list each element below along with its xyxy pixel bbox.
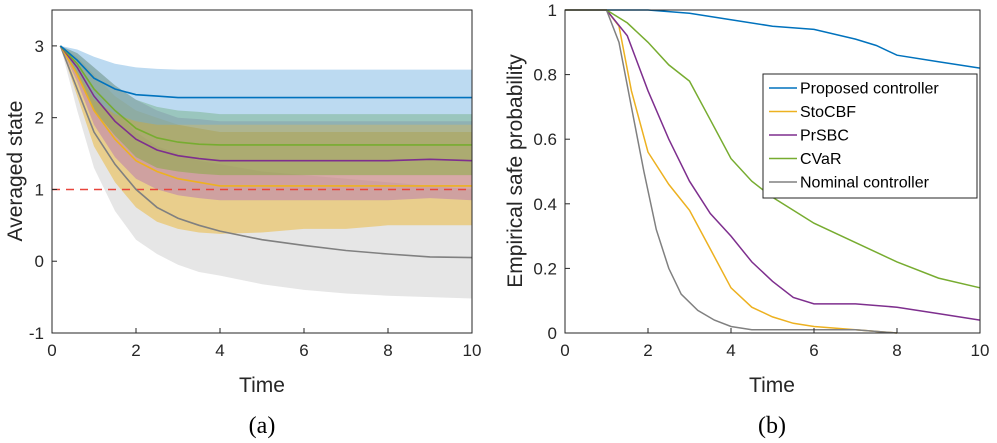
band-prsbc <box>60 45 473 201</box>
y-tick-label: 0 <box>35 252 44 271</box>
panel-b-ylabel: Empirical safe probability <box>504 54 527 288</box>
y-tick-label: 0.8 <box>533 66 557 85</box>
line-proposed-controller <box>59 45 472 99</box>
panel-a-caption: (a) <box>249 413 276 439</box>
panel-b-x-ticks: 0 2 4 6 8 10 <box>560 328 989 360</box>
y-tick-label: 2 <box>35 109 44 128</box>
line-nominal-controller <box>565 9 898 334</box>
line-nominal-controller <box>59 45 473 259</box>
y-tick-label: -1 <box>29 324 44 343</box>
legend-label-prsbc: PrSBC <box>800 128 849 145</box>
panel-b-probability-plot: 0 2 4 6 8 10 0 0.2 0.4 0.6 0.8 1 Time Empirical sa… <box>504 1 989 439</box>
x-tick-label: 2 <box>131 341 140 360</box>
band-nominal-controller <box>60 45 473 299</box>
x-tick-label: 4 <box>726 341 735 360</box>
line-stocbf <box>565 9 898 334</box>
panel-a-y-ticks: -1 0 1 2 3 <box>29 37 57 343</box>
y-tick-label: 0 <box>548 324 557 343</box>
line-cvar <box>59 45 472 146</box>
x-tick-label: 2 <box>643 341 652 360</box>
x-tick-label: 6 <box>299 341 308 360</box>
x-tick-label: 10 <box>971 341 990 360</box>
panel-a-ylabel: Averaged state <box>4 101 27 242</box>
y-tick-label: 0.2 <box>533 259 557 278</box>
panel-b-lines <box>565 9 981 334</box>
legend-label-proposed-controller: Proposed controller <box>800 81 939 98</box>
x-tick-label: 6 <box>809 341 818 360</box>
x-tick-label: 10 <box>463 341 482 360</box>
y-tick-label: 1 <box>548 1 557 20</box>
panel-a-bands <box>60 45 473 299</box>
panel-a-lines <box>59 45 473 259</box>
x-tick-label: 0 <box>47 341 56 360</box>
legend-label-nominal-controller: Nominal controller <box>800 175 930 192</box>
band-cvar <box>60 45 473 176</box>
line-proposed-controller <box>565 9 981 69</box>
band-proposed-controller <box>60 45 473 125</box>
y-tick-label: 3 <box>35 37 44 56</box>
x-tick-label: 8 <box>383 341 392 360</box>
x-tick-label: 4 <box>215 341 224 360</box>
legend-label-stocbf: StoCBF <box>800 104 856 121</box>
y-tick-label: 0.6 <box>533 130 557 149</box>
line-prsbc <box>59 45 473 162</box>
y-tick-label: 1 <box>35 180 44 199</box>
line-stocbf <box>59 45 472 187</box>
x-tick-label: 0 <box>560 341 569 360</box>
legend: Proposed controller StoCBF PrSBC CVaR Nomina… <box>762 73 978 199</box>
panel-b-xlabel: Time <box>749 374 795 397</box>
panel-a-xlabel: Time <box>239 374 285 397</box>
line-cvar <box>565 9 981 289</box>
legend-label-cvar: CVaR <box>800 151 842 168</box>
panel-a-x-ticks: 0 2 4 6 8 10 <box>47 328 481 360</box>
legend-box <box>762 73 978 199</box>
x-tick-label: 8 <box>892 341 901 360</box>
y-tick-label: 0.4 <box>533 195 557 214</box>
panel-b-caption: (b) <box>758 413 786 439</box>
panel-b-frame <box>564 9 981 334</box>
band-stocbf <box>60 45 473 234</box>
panel-b-y-ticks: 0 0.2 0.4 0.6 0.8 1 <box>533 1 570 343</box>
panel-a-frame <box>51 9 473 334</box>
legend-items: Proposed controller StoCBF PrSBC CVaR Nomina… <box>769 81 939 192</box>
line-prsbc <box>565 9 981 321</box>
